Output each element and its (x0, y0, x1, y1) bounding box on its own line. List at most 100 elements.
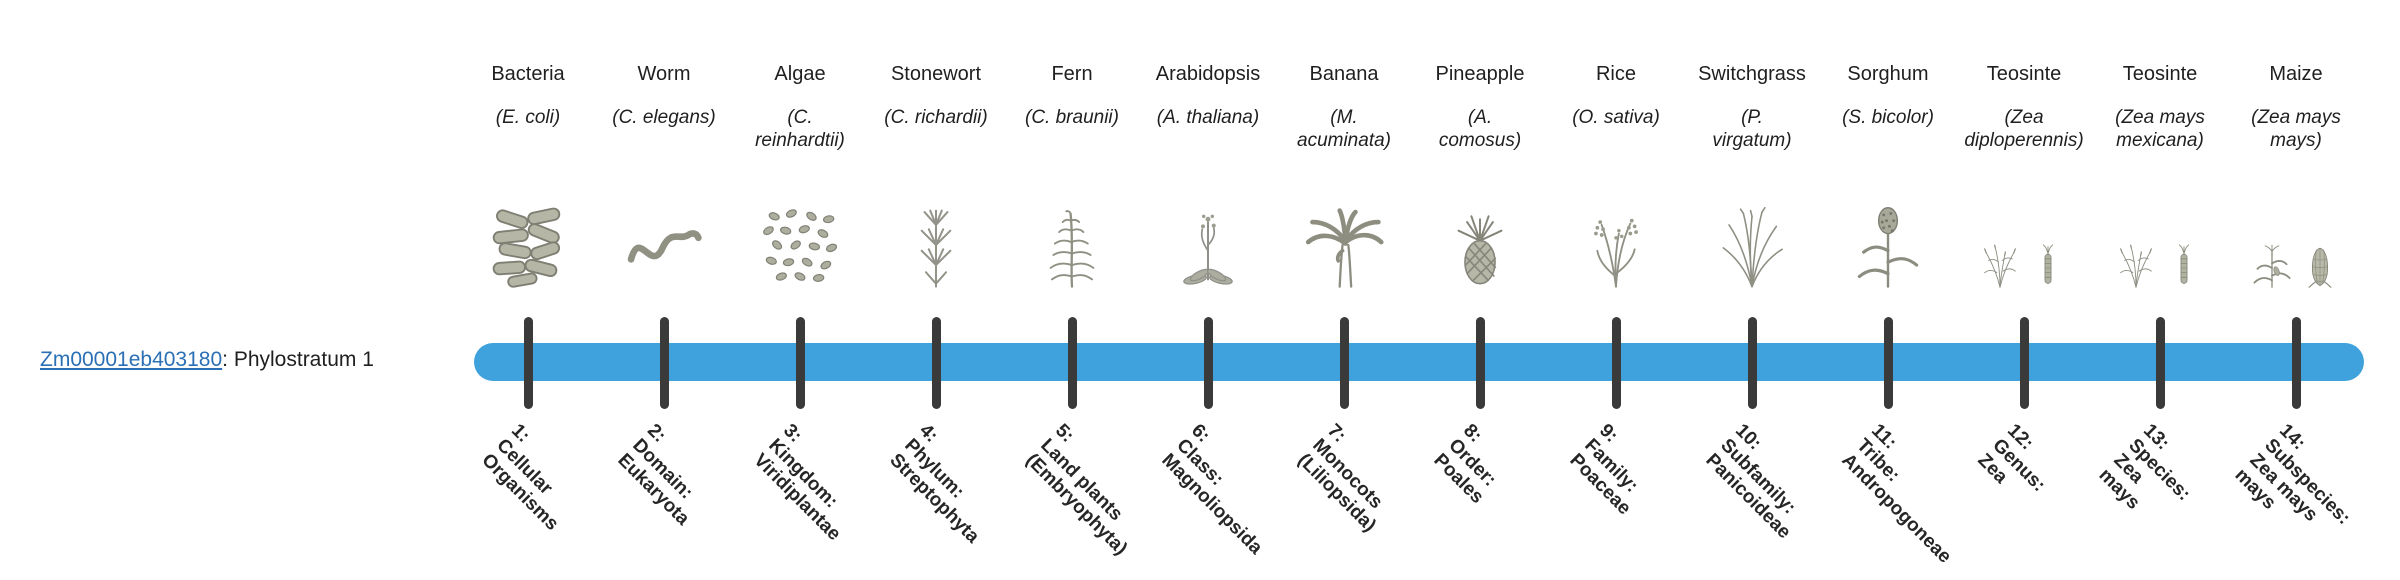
species-common-name: Maize (2269, 63, 2323, 85)
phylostratum-label: 14: Subspecies: Zea mays mays (2230, 420, 2355, 529)
species-scientific-name: (Zea mays mexicana) (2115, 107, 2205, 151)
sorghum-icon (1845, 192, 1931, 288)
fern-icon (1029, 192, 1115, 288)
phylostratum-tick (1203, 317, 1213, 409)
species-common-name: Rice (1595, 63, 1636, 85)
species-column: Teosinte (Zea diploperennis) (1949, 62, 2099, 288)
species-column: Switchgrass (P. virgatum) (1677, 62, 1827, 288)
phylostratum-label: 4: Phylum: Streptophyta (885, 420, 984, 548)
species-scientific-name: (P. virgatum) (1712, 107, 1792, 151)
species-illustration (1405, 152, 1555, 288)
teosinte-spike-icon (2161, 192, 2207, 288)
phylostratum-tick (795, 317, 805, 409)
phylostratum-label: 6: Class: Magnoliopsida (1157, 420, 1267, 559)
arabidopsis-icon (1165, 192, 1251, 288)
phylostratum-label: 11: Tribe: Andropogoneae (1837, 420, 1956, 568)
algae-icon (757, 192, 843, 288)
species-common-name: Algae (774, 63, 826, 85)
phylostratum-tick (1747, 317, 1757, 409)
species-illustration (589, 152, 739, 288)
species-illustration (1677, 152, 1827, 288)
teosinte-spike-icon (2025, 192, 2071, 288)
phylostratum-label: 13: Species: Zea mays (2094, 420, 2195, 514)
gene-link[interactable]: Zm00001eb403180 (40, 348, 223, 371)
species-column: Teosinte (Zea mays mexicana) (2085, 62, 2235, 288)
gene-label: Zm00001eb403180: Phylostratum 1 (40, 348, 374, 372)
species-illustration (1133, 152, 1283, 288)
species-column: Fern (C. braunii) (997, 62, 1147, 288)
species-scientific-name: (C. braunii) (1025, 107, 1119, 128)
species-scientific-name: (S. bicolor) (1842, 107, 1934, 128)
phylostratum-tick (1883, 317, 1893, 409)
species-common-name: Sorghum (1847, 63, 1929, 85)
phylostratum-tick (1067, 317, 1077, 409)
species-illustration (997, 152, 1147, 288)
phylostratum-label: 7: Monocots (Liliopsida) (1293, 420, 1387, 537)
phylostratum-tick (1611, 317, 1621, 409)
species-scientific-name: (C. reinhardtii) (755, 107, 845, 151)
species-scientific-name: (M. acuminata) (1297, 107, 1391, 151)
phylostratum-tick (523, 317, 533, 409)
species-scientific-name: (O. sativa) (1572, 107, 1660, 128)
phylostratum-label: 1: Cellular Organisms (477, 420, 563, 535)
species-column: Banana (M. acuminata) (1269, 62, 1419, 288)
phylostratum-label: 9: Family: Poaceae (1565, 420, 1643, 520)
species-column: Arabidopsis (A. thaliana) (1133, 62, 1283, 288)
phylostratum-tick (2019, 317, 2029, 409)
species-common-name: Stonewort (890, 63, 982, 85)
phylostratum-tick (2155, 317, 2165, 409)
species-common-name: Teosinte (1986, 63, 2062, 85)
species-scientific-name: (C. richardii) (884, 107, 988, 128)
maize-cob-icon (2297, 192, 2343, 288)
teosinte-plant-icon (2113, 192, 2159, 288)
species-column: Bacteria (E. coli) (453, 62, 603, 288)
species-column: Maize (Zea mays mays) (2221, 62, 2371, 288)
species-column: Rice (O. sativa) (1541, 62, 1691, 288)
pineapple-icon (1437, 192, 1523, 288)
phylostratum-tick (2291, 317, 2301, 409)
timeline-bar (474, 343, 2364, 381)
phylostratum-tick (1339, 317, 1349, 409)
species-common-name: Bacteria (491, 63, 565, 85)
species-common-name: Teosinte (2122, 63, 2198, 85)
species-scientific-name: (E. coli) (495, 107, 561, 128)
species-common-name: Arabidopsis (1155, 63, 1261, 85)
species-illustration (1541, 152, 1691, 288)
species-scientific-name: (A. comosus) (1438, 107, 1522, 151)
phylostratum-text: : Phylostratum 1 (222, 348, 374, 371)
phylostratum-label: 5: Land plants (Embryophyta) (1021, 420, 1132, 560)
species-illustration (1813, 152, 1963, 288)
bacteria-icon (485, 192, 571, 288)
phylostratum-label: 12: Genus: Zea (1973, 420, 2050, 496)
species-column: Algae (C. reinhardtii) (725, 62, 875, 288)
phylostratum-label: 3: Kingdom: Viridiplantae (749, 420, 845, 545)
maize-plant-icon (2249, 192, 2295, 288)
species-illustration (2221, 152, 2371, 288)
worm-icon (621, 192, 707, 288)
species-common-name: Fern (1051, 63, 1093, 85)
species-illustration (1949, 152, 2099, 288)
species-common-name: Worm (637, 63, 691, 85)
phylostratum-label: 10: Subfamily: Panicoideae (1701, 420, 1800, 543)
species-common-name: Pineapple (1435, 63, 1525, 85)
species-column: Pineapple (A. comosus) (1405, 62, 1555, 288)
stonewort-icon (893, 192, 979, 288)
species-common-name: Switchgrass (1698, 63, 1806, 85)
species-illustration (1269, 152, 1419, 288)
species-scientific-name: (Zea mays mays) (2251, 107, 2341, 151)
switchgrass-icon (1709, 192, 1795, 288)
species-illustration (725, 152, 875, 288)
banana-icon (1301, 192, 1387, 288)
species-common-name: Banana (1309, 63, 1379, 85)
phylostratum-tick (1475, 317, 1485, 409)
species-illustration (453, 152, 603, 288)
species-illustration (2085, 152, 2235, 288)
species-column: Sorghum (S. bicolor) (1813, 62, 1963, 288)
rice-icon (1573, 192, 1659, 288)
phylostratum-tick (659, 317, 669, 409)
species-scientific-name: (C. elegans) (612, 107, 716, 128)
species-scientific-name: (A. thaliana) (1156, 107, 1260, 128)
species-column: Worm (C. elegans) (589, 62, 739, 288)
teosinte-plant-icon (1977, 192, 2023, 288)
